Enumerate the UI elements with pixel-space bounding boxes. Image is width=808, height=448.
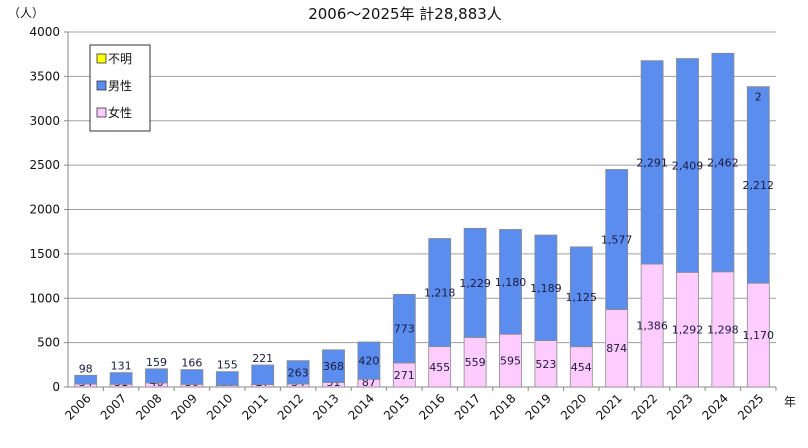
data-label: 523 (535, 358, 556, 371)
y-tick-label: 1000 (29, 291, 60, 305)
data-label: 1,292 (672, 324, 704, 337)
x-tick-label: 2016 (416, 391, 447, 422)
bar-segment-男性 (286, 360, 310, 385)
x-tick-label: 2019 (523, 391, 554, 422)
bar-segment-男性 (180, 369, 204, 385)
x-tick-label: 2017 (452, 391, 483, 422)
data-label: 1,180 (495, 276, 527, 289)
x-tick-label: 2025 (735, 391, 766, 422)
bar-segment-男性 (534, 234, 558, 341)
bar-segment-男性 (357, 341, 381, 380)
x-tick-label: 2007 (98, 391, 129, 422)
y-tick-label: 2000 (29, 203, 60, 217)
data-label: 155 (217, 359, 238, 372)
chart-title: 2006～2025年 計28,883人 (308, 5, 502, 23)
x-tick-label: 2014 (346, 391, 377, 422)
legend-label: 不明 (108, 52, 132, 66)
bar-segment-男性 (676, 58, 699, 273)
data-label: 595 (500, 355, 521, 368)
bar-segment-男性 (569, 246, 593, 348)
x-tick-label: 2011 (239, 391, 270, 422)
x-tick-label: 2020 (558, 391, 589, 422)
y-tick-label: 1500 (29, 247, 60, 261)
bar-segment-男性 (74, 374, 98, 385)
legend-swatch (96, 80, 107, 91)
data-label: 166 (181, 357, 202, 370)
bar-segment-男性 (109, 372, 133, 385)
data-label: 454 (571, 361, 592, 374)
data-label: 2,409 (672, 159, 704, 172)
data-label: 368 (323, 360, 344, 373)
y-tick-label: 0 (52, 380, 60, 394)
bar-segment-男性 (605, 169, 629, 310)
data-label: 159 (146, 356, 167, 369)
bar-segment-男性 (428, 238, 452, 348)
legend-label: 男性 (108, 79, 132, 93)
x-tick-label: 2018 (487, 391, 518, 422)
x-tick-label: 2013 (310, 391, 341, 422)
data-label: 1,218 (424, 287, 456, 300)
data-label: 1,125 (566, 291, 598, 304)
y-tick-label: 3500 (29, 69, 60, 83)
data-label: 131 (111, 360, 132, 373)
y-axis-label: （人） (8, 6, 44, 20)
bar-segment-男性 (499, 229, 522, 335)
bar-segment-男性 (215, 371, 239, 386)
x-tick-label: 2015 (381, 391, 412, 422)
data-label: 874 (606, 342, 627, 355)
data-label: 2,212 (743, 179, 775, 192)
x-tick-label: 2024 (700, 391, 731, 422)
data-label: 559 (465, 356, 486, 369)
bar-segment-男性 (463, 227, 487, 338)
bar-segment-男性 (711, 52, 735, 273)
data-label: 1,577 (601, 233, 633, 246)
data-label: 2,291 (636, 156, 668, 169)
data-label: 1,386 (636, 319, 668, 332)
data-label: 263 (288, 366, 309, 379)
x-axis-label: 年 (784, 395, 796, 409)
data-label: 2,462 (707, 157, 739, 170)
y-tick-label: 4000 (29, 25, 60, 39)
x-tick-label: 2012 (275, 391, 306, 422)
data-label: 420 (358, 355, 379, 368)
x-tick-label: 2009 (169, 391, 200, 422)
y-tick-label: 3000 (29, 114, 60, 128)
legend-swatch (96, 107, 107, 118)
y-tick-label: 2500 (29, 158, 60, 172)
data-label: 1,229 (459, 277, 491, 290)
data-label: 1,189 (530, 282, 562, 295)
data-label: 2 (755, 91, 762, 104)
bar-segment-男性 (251, 364, 275, 386)
data-label: 221 (252, 352, 273, 365)
data-label: 455 (429, 361, 450, 374)
legend-label: 女性 (108, 105, 132, 120)
y-tick-label: 500 (37, 336, 60, 350)
x-tick-label: 2008 (133, 391, 164, 422)
bar-segment-男性 (322, 349, 345, 383)
data-label: 773 (394, 323, 415, 336)
data-label: 1,298 (707, 323, 739, 336)
legend-swatch (96, 53, 107, 64)
data-label: 1,170 (743, 329, 775, 342)
x-tick-label: 2022 (629, 391, 660, 422)
x-tick-label: 2023 (664, 391, 695, 422)
data-label: 98 (79, 362, 93, 375)
x-tick-label: 2010 (204, 391, 235, 422)
x-tick-label: 2006 (62, 391, 93, 422)
bar-segment-男性 (640, 60, 664, 265)
bar-segment-男性 (392, 293, 416, 364)
bar-segment-男性 (145, 368, 168, 384)
x-tick-label: 2021 (593, 391, 624, 422)
data-label: 271 (394, 369, 415, 382)
